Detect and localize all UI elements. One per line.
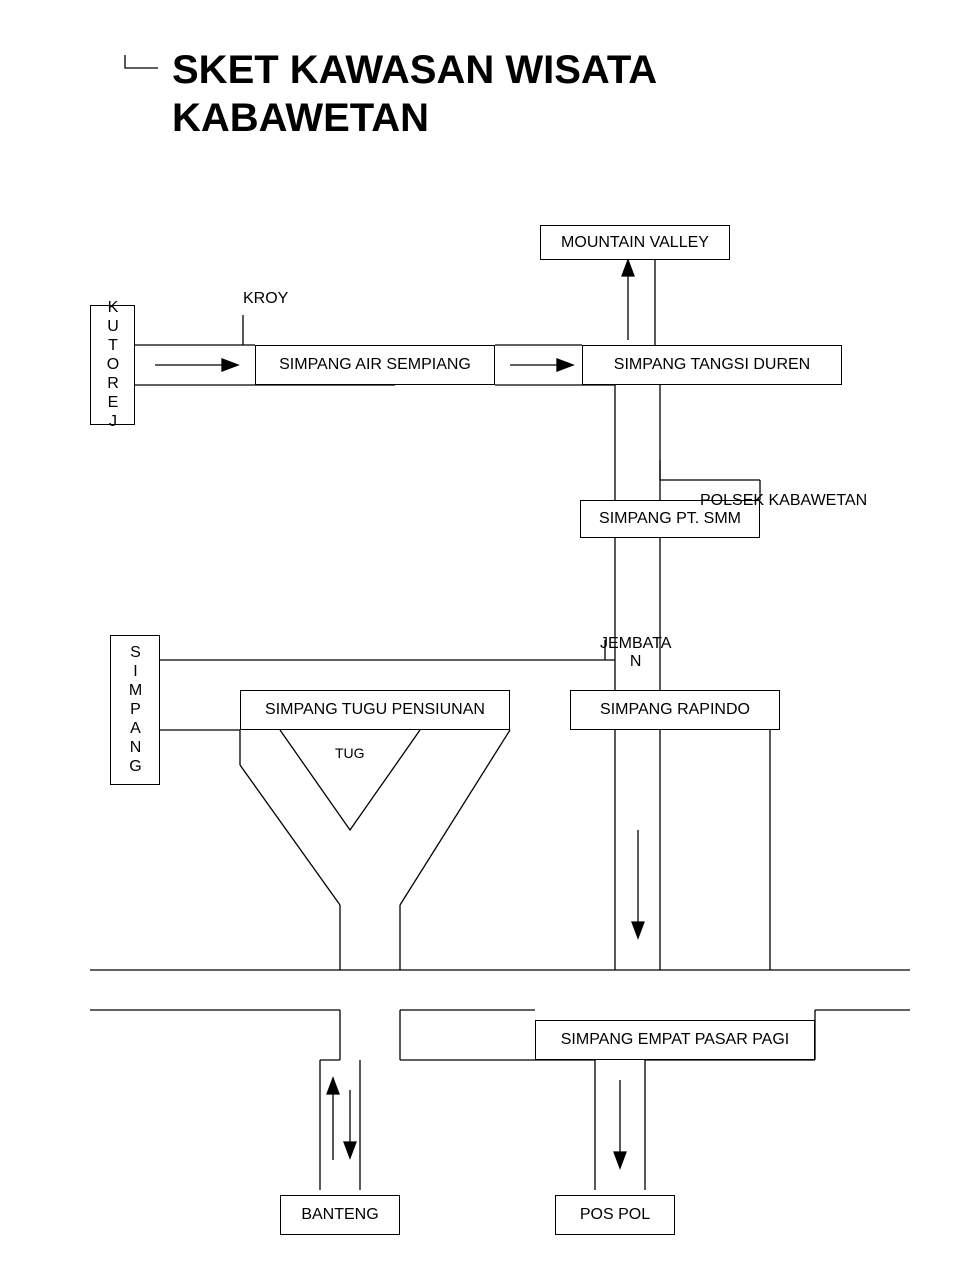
node-label: SIMPANG TUGU PENSIUNAN <box>265 701 485 719</box>
node-label: SIMPANG <box>126 644 144 777</box>
node-label: KUTOREJ <box>104 299 122 432</box>
node-kutorej: KUTOREJ <box>90 305 135 425</box>
node-label: SIMPANG TANGSI DUREN <box>614 356 810 374</box>
node-label: SIMPANG EMPAT PASAR PAGI <box>561 1031 790 1049</box>
title-line1: SKET KAWASAN WISATA <box>172 48 657 93</box>
node-label: SIMPANG AIR SEMPIANG <box>279 356 471 374</box>
title-line2: KABAWETAN <box>172 96 429 141</box>
node-label: SIMPANG RAPINDO <box>600 701 750 719</box>
node-simpang-tugu: SIMPANG TUGU PENSIUNAN <box>240 690 510 730</box>
label-tug: TUG <box>335 745 365 761</box>
node-simpang-air: SIMPANG AIR SEMPIANG <box>255 345 495 385</box>
label-jembatan: JEMBATA N <box>600 635 671 671</box>
node-simpang-rapindo: SIMPANG RAPINDO <box>570 690 780 730</box>
diagram-canvas: SKET KAWASAN WISATA KABAWETAN <box>0 0 960 1280</box>
node-label: SIMPANG PT. SMM <box>599 510 741 528</box>
node-simpang-side: SIMPANG <box>110 635 160 785</box>
node-label: MOUNTAIN VALLEY <box>561 234 709 252</box>
node-label: POS POL <box>580 1206 650 1224</box>
node-tangsi-duren: SIMPANG TANGSI DUREN <box>582 345 842 385</box>
label-polsek: POLSEK KABAWETAN <box>700 492 867 510</box>
node-banteng: BANTENG <box>280 1195 400 1235</box>
label-kroy: KROY <box>243 290 288 308</box>
node-label: BANTENG <box>301 1206 378 1224</box>
node-pos-pol: POS POL <box>555 1195 675 1235</box>
node-simpang-empat: SIMPANG EMPAT PASAR PAGI <box>535 1020 815 1060</box>
node-mountain-valley: MOUNTAIN VALLEY <box>540 225 730 260</box>
